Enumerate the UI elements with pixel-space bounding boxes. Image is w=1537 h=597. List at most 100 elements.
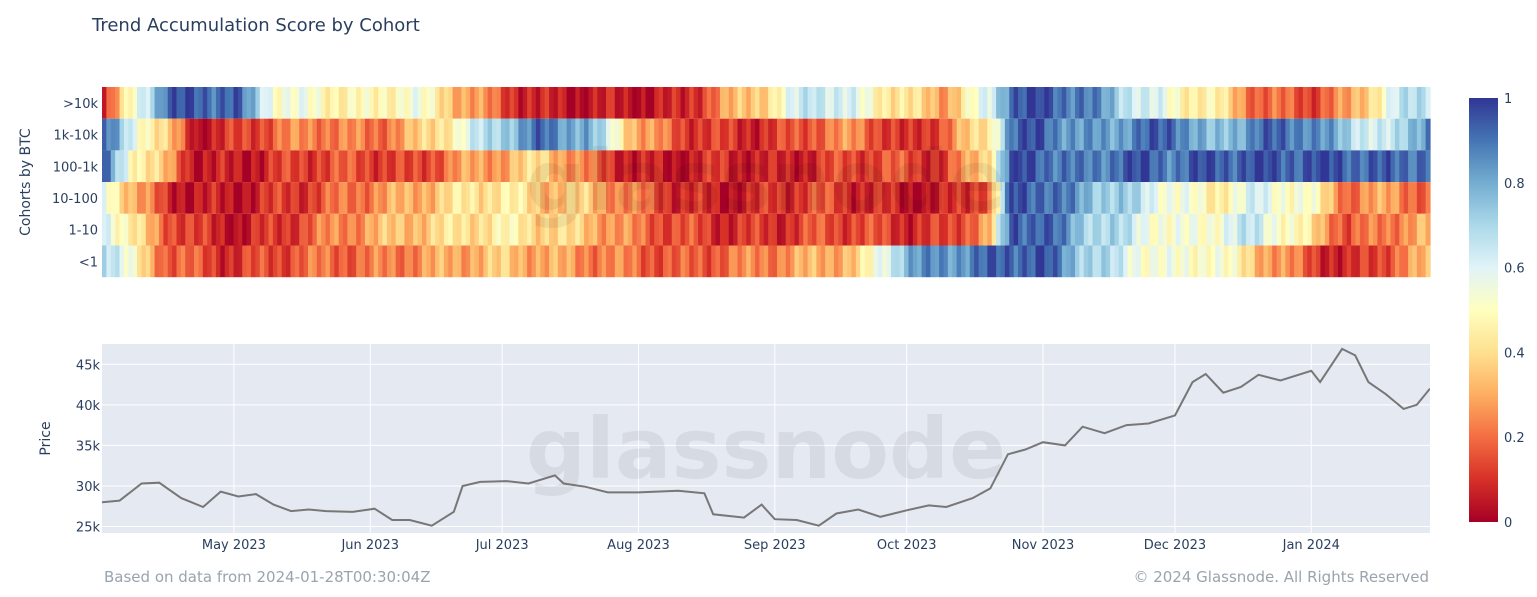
heatmap-cell <box>1070 87 1076 119</box>
heatmap-cell <box>1377 118 1383 151</box>
heatmap-cell <box>531 213 537 246</box>
heatmap-cell <box>413 87 419 119</box>
heatmap-cell <box>1184 150 1190 183</box>
heatmap-cell <box>408 213 414 246</box>
heatmap-cell <box>895 118 901 151</box>
heatmap-cell <box>825 87 831 119</box>
heatmap-cell <box>768 87 774 119</box>
heatmap-cell <box>246 118 252 151</box>
heatmap-cell <box>303 213 309 246</box>
heatmap-cell <box>167 182 173 214</box>
heatmap-cell <box>1368 245 1374 278</box>
heatmap-cell <box>614 245 620 278</box>
heatmap-cell <box>978 182 984 214</box>
heatmap-cell <box>768 182 774 214</box>
heatmap-cell <box>172 245 178 278</box>
heatmap-cell <box>1206 118 1212 151</box>
heatmap-cell <box>689 182 695 214</box>
heatmap-cell <box>474 150 480 183</box>
heatmap-cell <box>636 245 642 278</box>
heatmap-cell <box>163 213 169 246</box>
heatmap-cell <box>930 118 936 151</box>
heatmap-cell <box>676 87 682 119</box>
heatmap-cell <box>1294 150 1300 183</box>
heatmap-cell <box>154 118 160 151</box>
heatmap-cell <box>746 118 752 151</box>
heatmap-cell <box>807 150 813 183</box>
heatmap-cell <box>825 118 831 151</box>
heatmap-cell <box>1316 87 1322 119</box>
heatmap-cell <box>102 245 107 278</box>
heatmap-cell <box>369 87 375 119</box>
heatmap-cell <box>882 118 888 151</box>
heatmap-cell <box>356 245 362 278</box>
heatmap-cell <box>1421 213 1427 246</box>
heatmap-cell <box>421 245 427 278</box>
heatmap-cell <box>693 118 699 151</box>
heatmap-cell <box>347 118 353 151</box>
heatmap-cell <box>1083 87 1089 119</box>
heatmap-cell <box>382 213 388 246</box>
heatmap-cell <box>1158 87 1164 119</box>
colorbar-tick-label: 0.4 <box>1504 346 1525 361</box>
heatmap-cell <box>1373 213 1378 246</box>
heatmap-cell <box>1123 245 1129 278</box>
heatmap-cell <box>430 213 436 246</box>
heatmap-cell <box>1351 245 1357 278</box>
heatmap-cell <box>1215 150 1221 183</box>
heatmap-cell <box>1026 118 1032 151</box>
heatmap-cell <box>369 182 375 214</box>
heatmap-cell <box>785 150 791 183</box>
heatmap-cell <box>728 118 734 151</box>
price-series-line <box>102 347 1430 527</box>
heatmap-cell <box>1272 182 1278 214</box>
heatmap-cell <box>1018 118 1023 151</box>
heatmap-cell <box>1364 87 1370 119</box>
heatmap-cell <box>163 182 169 214</box>
heatmap-cell <box>457 118 462 151</box>
heatmap-cell <box>588 182 594 214</box>
heatmap-cell <box>1167 182 1173 214</box>
heatmap-cell <box>1250 245 1256 278</box>
heatmap-cell <box>251 150 256 183</box>
heatmap-cell <box>1184 182 1190 214</box>
heatmap-cell <box>1224 245 1229 278</box>
heatmap-cell <box>860 213 866 246</box>
heatmap-cell <box>347 182 353 214</box>
heatmap-cell <box>1136 182 1142 214</box>
heatmap-cell <box>1074 182 1080 214</box>
heatmap-cell <box>400 87 406 119</box>
heatmap-cell <box>1232 182 1238 214</box>
heatmap-cell <box>1285 245 1291 278</box>
heatmap-cell <box>1316 245 1322 278</box>
heatmap-cell <box>251 245 256 278</box>
heatmap-cell <box>128 87 134 119</box>
heatmap-cell <box>294 150 300 183</box>
heatmap-cell <box>102 182 107 214</box>
heatmap-cell <box>619 182 625 214</box>
heatmap-cell <box>899 245 905 278</box>
heatmap-cell <box>167 118 173 151</box>
heatmap-cell <box>654 182 660 214</box>
heatmap-cell <box>391 87 397 119</box>
heatmap-cell <box>610 213 616 246</box>
heatmap-cell <box>277 118 283 151</box>
heatmap-cell <box>1048 87 1054 119</box>
heatmap-cell <box>404 150 410 183</box>
heatmap-cell <box>1044 87 1050 119</box>
heatmap-cell <box>588 245 594 278</box>
heatmap-cell <box>360 213 366 246</box>
heatmap-cell <box>1237 150 1243 183</box>
heatmap-cell <box>855 118 861 151</box>
heatmap-cell <box>522 245 528 278</box>
heatmap-cell <box>334 245 340 278</box>
heatmap-cell <box>1162 213 1168 246</box>
heatmap-cell <box>1035 150 1041 183</box>
heatmap-cell <box>943 245 949 278</box>
heatmap-cell <box>1171 87 1177 119</box>
heatmap-cell <box>457 150 462 183</box>
heatmap-cell <box>185 213 191 246</box>
heatmap-cell <box>584 182 590 214</box>
heatmap-cell <box>584 245 590 278</box>
heatmap-cell <box>890 213 896 246</box>
